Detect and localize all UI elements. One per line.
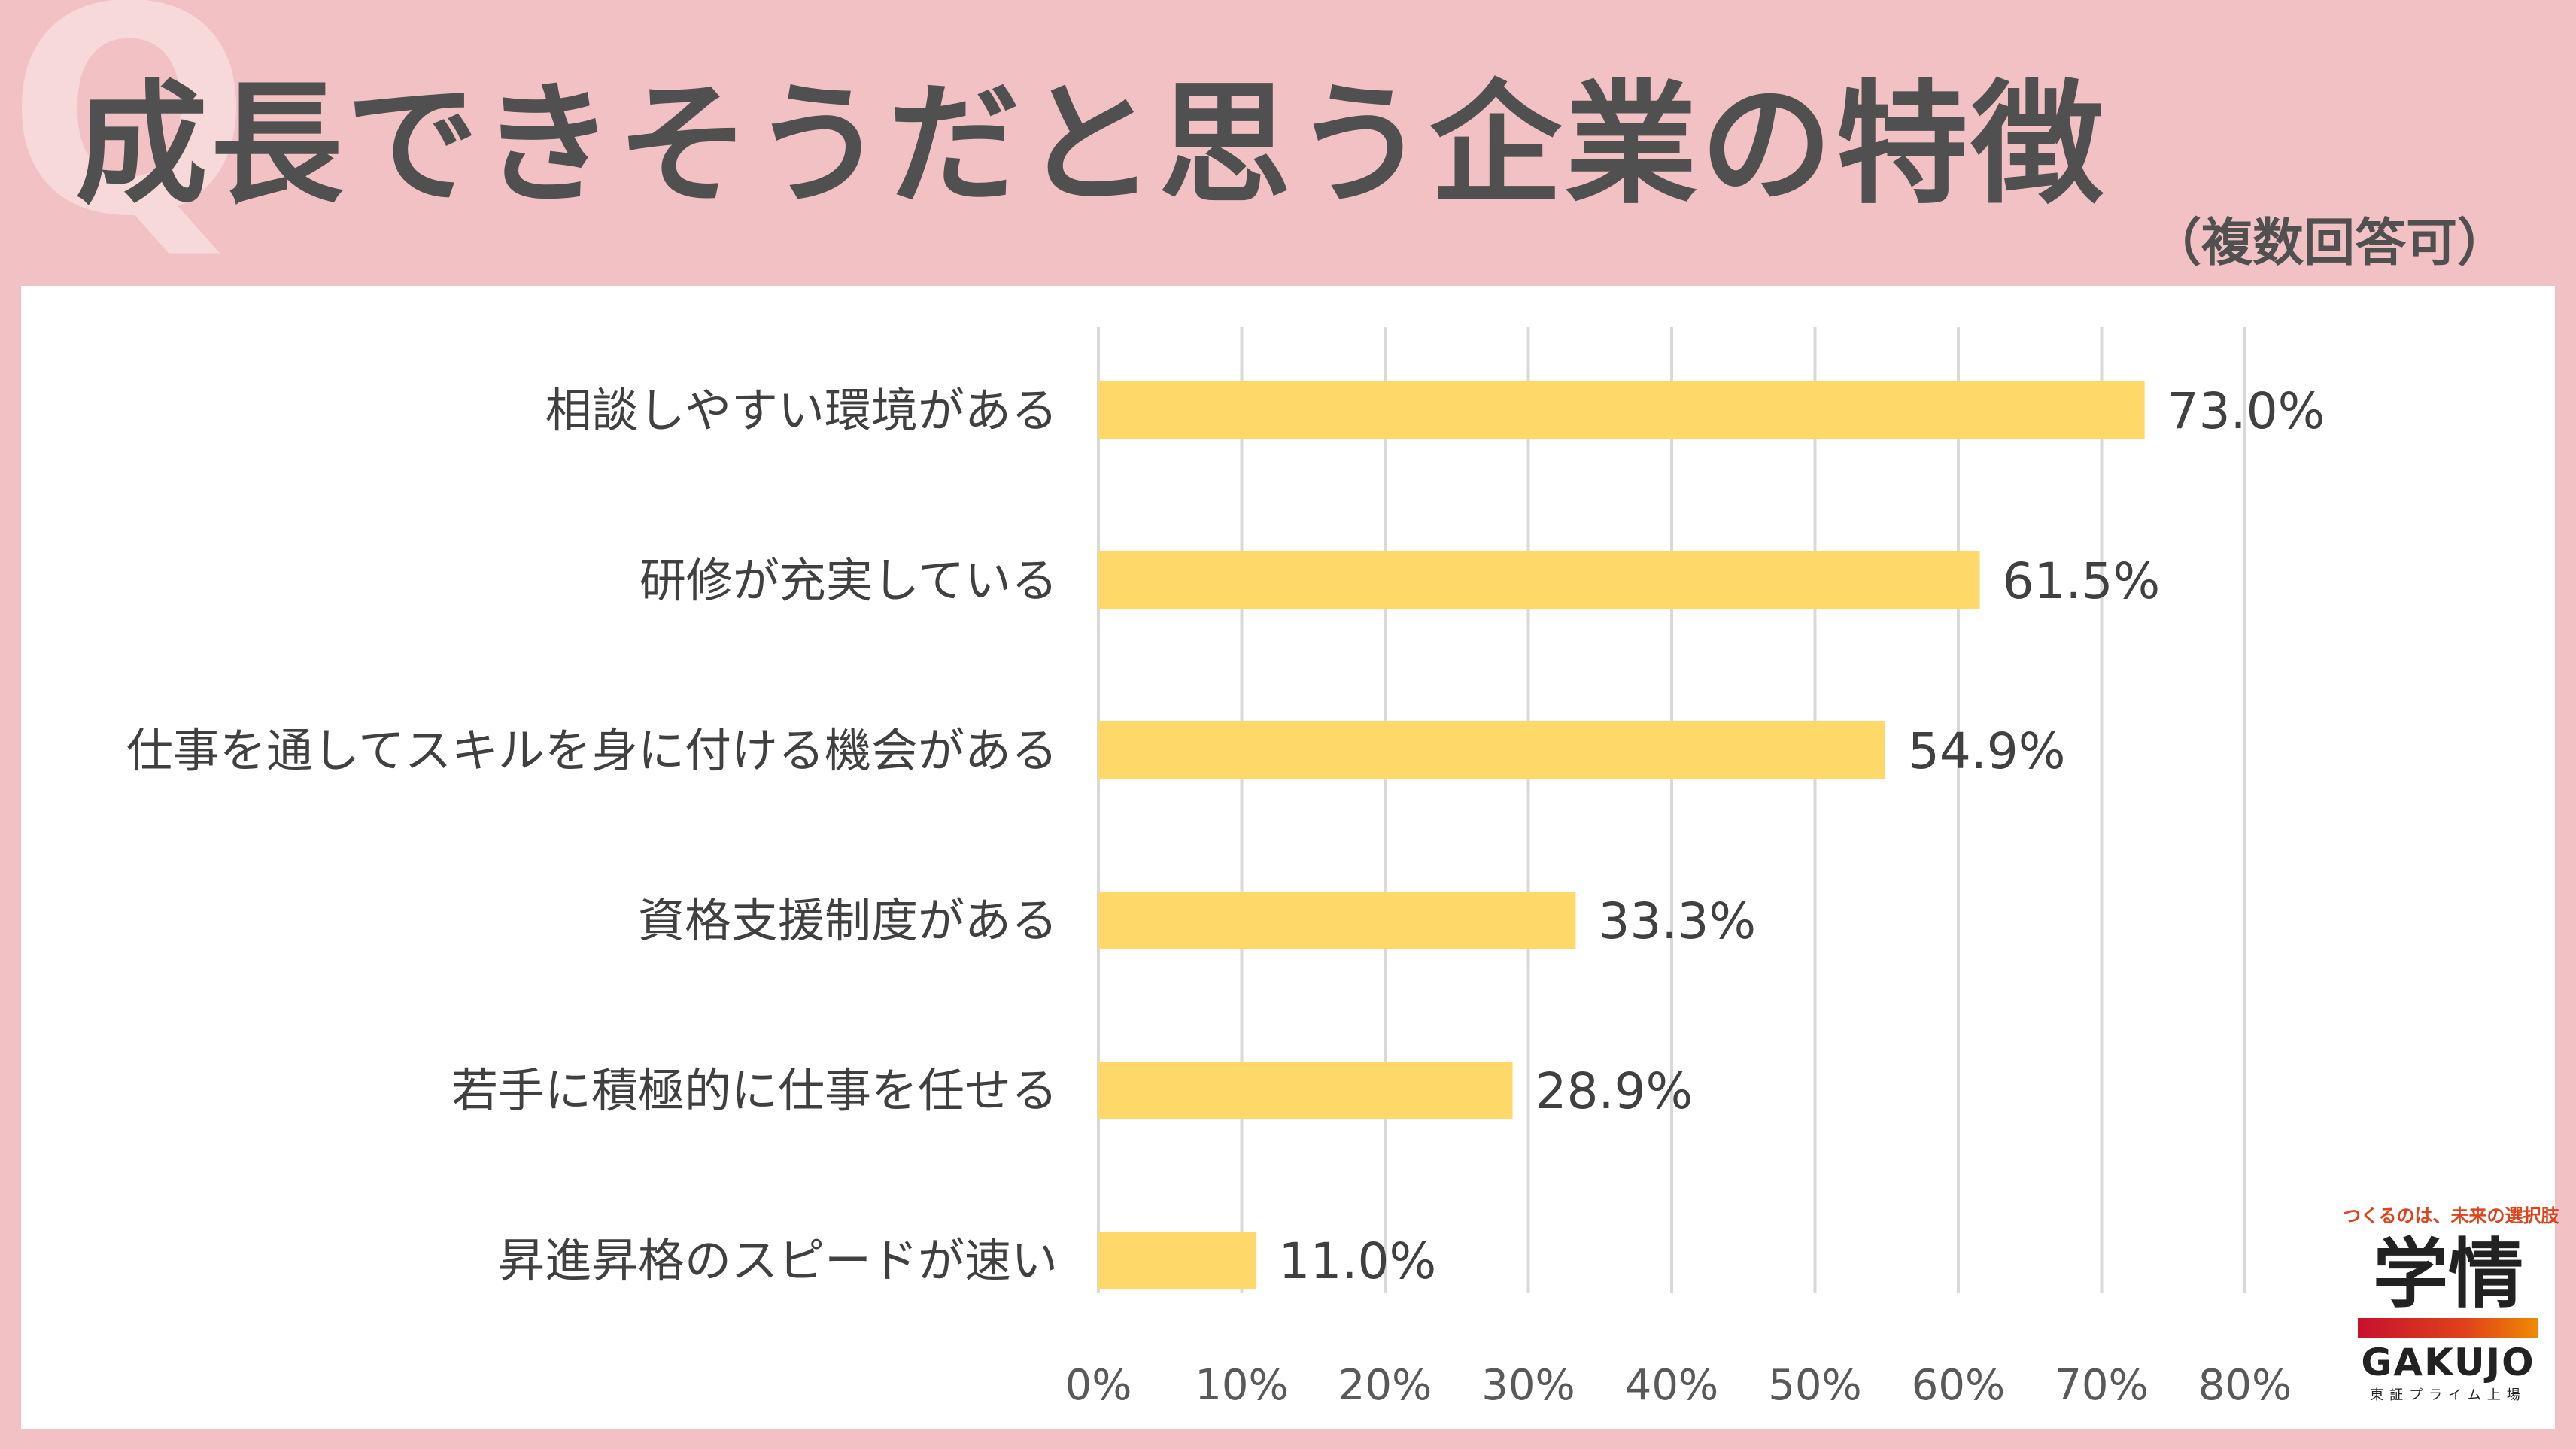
bar [1098, 551, 1980, 609]
bar [1098, 1232, 1256, 1289]
x-tick-label: 70% [2055, 1361, 2148, 1410]
logo-sub: 東証プライム上場 [2370, 1387, 2526, 1403]
bar [1098, 892, 1576, 949]
category-label: 仕事を通してスキルを身に付ける機会がある [126, 723, 1058, 778]
value-label: 33.3% [1598, 892, 1756, 950]
value-label: 11.0% [1279, 1232, 1437, 1290]
category-label: 相談しやすい環境がある [545, 383, 1058, 438]
category-label: 若手に積極的に仕事を任せる [451, 1063, 1058, 1118]
value-label: 73.0% [2167, 382, 2325, 440]
gakujo-logo: つくるのは、未来の選択肢 学情 GAKUJO 東証プライム上場 [2343, 1201, 2559, 1404]
value-label: 54.9% [1908, 722, 2066, 780]
x-tick-label: 40% [1625, 1361, 1718, 1410]
bar [1098, 1062, 1513, 1119]
logo-tagline: つくるのは、未来の選択肢 [2343, 1205, 2559, 1226]
logo-kanji: 学情 [2373, 1230, 2523, 1318]
category-label: 資格支援制度がある [638, 893, 1058, 948]
x-tick-label: 0% [1065, 1361, 1132, 1410]
x-tick-label: 10% [1195, 1361, 1288, 1410]
value-label: 61.5% [2003, 552, 2161, 610]
q-watermark: Q [8, 0, 251, 279]
logo-color-bar [2358, 1318, 2538, 1338]
category-label: 昇進昇格のスピードが速い [498, 1233, 1058, 1288]
x-tick-label: 50% [1768, 1361, 1861, 1410]
x-tick-label: 20% [1338, 1361, 1432, 1410]
x-tick-label: 80% [2198, 1361, 2292, 1410]
value-label: 28.9% [1536, 1062, 1694, 1120]
page-title: 成長できそうだと思う企業の特徴 [75, 68, 2107, 222]
logo-english: GAKUJO [2361, 1341, 2535, 1384]
chart-panel: 0% 10% 20% 30% 40% 50% 60% 70% 80% 相談しやすい環境がある 73.… [21, 286, 2555, 1429]
multiple-answer-note: （複数回答可） [2149, 214, 2508, 273]
x-tick-label: 30% [1481, 1361, 1575, 1410]
category-label: 研修が充実している [639, 553, 1058, 608]
bar [1098, 381, 2145, 439]
bar [1098, 721, 1885, 779]
bar-chart: 0% 10% 20% 30% 40% 50% 60% 70% 80% 相談しやすい環境がある 73.… [126, 327, 2325, 1410]
x-tick-label: 60% [1912, 1361, 2005, 1410]
